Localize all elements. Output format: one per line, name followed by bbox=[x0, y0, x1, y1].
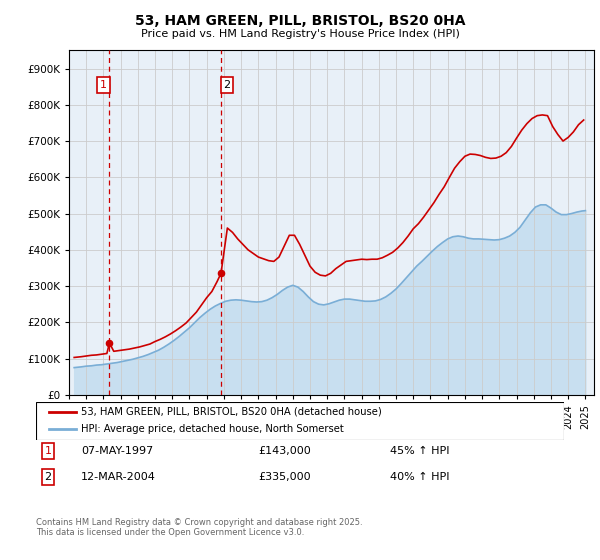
Text: 53, HAM GREEN, PILL, BRISTOL, BS20 0HA: 53, HAM GREEN, PILL, BRISTOL, BS20 0HA bbox=[135, 14, 465, 28]
Text: Contains HM Land Registry data © Crown copyright and database right 2025.
This d: Contains HM Land Registry data © Crown c… bbox=[36, 518, 362, 538]
Text: 40% ↑ HPI: 40% ↑ HPI bbox=[390, 472, 449, 482]
Text: 1: 1 bbox=[100, 80, 107, 90]
Text: 07-MAY-1997: 07-MAY-1997 bbox=[81, 446, 153, 456]
Text: Price paid vs. HM Land Registry's House Price Index (HPI): Price paid vs. HM Land Registry's House … bbox=[140, 29, 460, 39]
Text: HPI: Average price, detached house, North Somerset: HPI: Average price, detached house, Nort… bbox=[81, 424, 344, 435]
Text: 12-MAR-2004: 12-MAR-2004 bbox=[81, 472, 156, 482]
FancyBboxPatch shape bbox=[36, 402, 564, 440]
Point bbox=[216, 269, 226, 278]
Text: 2: 2 bbox=[223, 80, 230, 90]
Text: £335,000: £335,000 bbox=[258, 472, 311, 482]
Text: 1: 1 bbox=[44, 446, 52, 456]
Text: 53, HAM GREEN, PILL, BRISTOL, BS20 0HA (detached house): 53, HAM GREEN, PILL, BRISTOL, BS20 0HA (… bbox=[81, 407, 382, 417]
Text: 2: 2 bbox=[44, 472, 52, 482]
Text: £143,000: £143,000 bbox=[258, 446, 311, 456]
Point bbox=[104, 338, 114, 347]
Text: 45% ↑ HPI: 45% ↑ HPI bbox=[390, 446, 449, 456]
